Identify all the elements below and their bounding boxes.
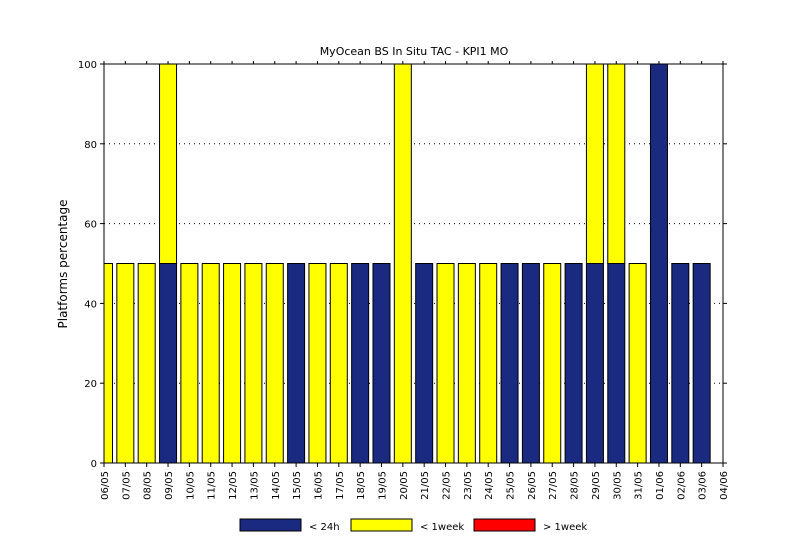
x-tick-label: 02/06: [676, 471, 687, 500]
bar-segment: [628, 263, 647, 463]
x-tick-label: 17/05: [335, 471, 346, 500]
plot-frame: [103, 63, 724, 464]
bar-segment: [265, 263, 284, 463]
x-tick-label: 19/05: [377, 471, 388, 500]
x-tick-label: 03/06: [698, 471, 709, 500]
y-tick-label: 60: [84, 220, 97, 231]
bar-segment: [457, 263, 476, 463]
legend-label: < 1week: [420, 522, 464, 533]
bar-segment: [415, 263, 434, 463]
y-tick-label: 40: [84, 299, 97, 310]
x-tick-label: 09/05: [164, 471, 175, 500]
bar-segment: [671, 263, 690, 463]
x-tick-label: 21/05: [420, 471, 431, 500]
y-axis-label: Platforms percentage: [56, 200, 70, 329]
x-tick-label: 18/05: [356, 471, 367, 500]
bars: [104, 64, 711, 463]
bar-segment: [308, 263, 327, 463]
bar-segment: [137, 263, 156, 463]
bar-segment: [564, 263, 583, 463]
bar-segment: [479, 263, 498, 463]
bar-segment: [436, 263, 455, 463]
bar-segment: [500, 263, 519, 463]
x-tick-label: 24/05: [484, 471, 495, 500]
bar-segment: [607, 64, 626, 264]
x-tick-label: 06/05: [100, 471, 111, 500]
bar-segment: [159, 64, 178, 264]
x-tick-label: 23/05: [463, 471, 474, 500]
legend-swatch: [350, 518, 413, 532]
x-tick-label: 29/05: [591, 471, 602, 500]
bar-segment: [649, 64, 668, 463]
bar-segment: [180, 263, 199, 463]
x-tick-label: 08/05: [143, 471, 154, 500]
x-tick-label: 20/05: [399, 471, 410, 500]
x-ticks: 06/05 07/05 08/05 09/05 10/05 11/05 12/05 13/05…: [100, 61, 730, 500]
bar-segment: [585, 263, 604, 463]
legend-swatch: [473, 518, 536, 532]
y-ticks: 0 20 40 60 80 100: [78, 60, 727, 470]
bar-segment: [543, 263, 562, 463]
x-tick-label: 26/05: [527, 471, 538, 500]
x-tick-label: 25/05: [506, 471, 517, 500]
x-tick-label: 28/05: [570, 471, 581, 500]
bar-segment: [244, 263, 263, 463]
bar-segment: [329, 263, 348, 463]
bar-segment: [201, 263, 220, 463]
bar-segment: [607, 263, 626, 463]
x-tick-label: 13/05: [249, 471, 260, 500]
x-tick-label: 15/05: [292, 471, 303, 500]
y-tick-label: 20: [84, 379, 97, 390]
x-tick-label: 30/05: [612, 471, 623, 500]
x-tick-label: 16/05: [313, 471, 324, 500]
x-tick-label: 10/05: [185, 471, 196, 500]
x-tick-label: 11/05: [207, 471, 218, 500]
legend-label: > 1week: [543, 522, 587, 533]
bar-segment: [521, 263, 540, 463]
bar-segment: [287, 263, 306, 463]
x-tick-label: 01/06: [655, 471, 666, 500]
x-tick-label: 12/05: [228, 471, 239, 500]
y-tick-label: 0: [91, 459, 97, 470]
bar-segment: [372, 263, 391, 463]
bar-segment: [159, 263, 178, 463]
x-tick-label: 22/05: [442, 471, 453, 500]
legend: < 24h < 1week > 1week: [239, 518, 587, 533]
y-tick-label: 80: [84, 140, 97, 151]
y-tick-label: 100: [78, 60, 97, 71]
bar-segment: [692, 263, 711, 463]
bar-segment: [351, 263, 370, 463]
bar-segment: [116, 263, 135, 463]
bar-segment: [223, 263, 242, 463]
x-tick-label: 07/05: [121, 471, 132, 500]
bar-segment: [585, 64, 604, 264]
legend-swatch: [239, 518, 302, 532]
bar-segment: [393, 64, 412, 463]
x-tick-label: 31/05: [634, 471, 645, 500]
x-tick-label: 04/06: [719, 471, 730, 500]
legend-label: < 24h: [309, 522, 340, 533]
chart-title: MyOcean BS In Situ TAC - KPI1 MO: [320, 45, 509, 58]
bar-segment: [104, 263, 113, 463]
x-tick-label: 27/05: [548, 471, 559, 500]
x-tick-label: 14/05: [271, 471, 282, 500]
